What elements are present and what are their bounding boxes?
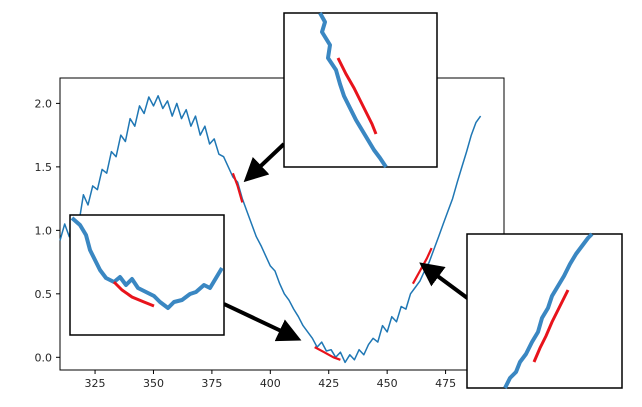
inset-left-red-segment [112, 280, 155, 308]
inset-top [283, 12, 438, 169]
x-tick-label: 450 [377, 377, 398, 390]
series-line-highlight-2 [314, 346, 341, 361]
x-tick-label: 425 [318, 377, 339, 390]
y-tick-label: 2.0 [35, 97, 53, 110]
inset-right-blue-curve [503, 232, 594, 389]
series-line-main [59, 95, 482, 364]
pointer-arrows [223, 142, 472, 342]
inset-left [69, 214, 225, 336]
arrow-to-bottom-highlight [223, 302, 302, 342]
x-tick-label: 375 [201, 377, 222, 390]
inset-right [466, 232, 623, 389]
inset-left-frame [69, 214, 225, 336]
inset-top-frame [283, 12, 438, 168]
y-tick-label: 0.5 [35, 288, 53, 301]
y-tick-label: 1.0 [35, 224, 53, 237]
x-tick-label: 400 [260, 377, 281, 390]
arrow-to-right-highlight [419, 262, 472, 302]
x-tick-label: 325 [85, 377, 106, 390]
inset-right-frame [466, 233, 623, 389]
inset-left-blue-curve [70, 216, 224, 310]
inset-top-red-segment [336, 57, 378, 135]
series-line-highlight-1 [231, 172, 244, 203]
inset-top-blue-curve [318, 12, 388, 169]
arrow-to-upper-highlight [243, 142, 286, 183]
y-tick-label: 0.0 [35, 351, 53, 364]
x-tick-label: 350 [143, 377, 164, 390]
inset-right-red-segment [532, 289, 570, 363]
x-tick-label: 475 [435, 377, 456, 390]
y-tick-label: 1.5 [35, 161, 53, 174]
ticks: 325 350 375 400 425 450 475 0.0 0.5 1.0 1.5 2.0 [35, 97, 457, 390]
series-group [59, 95, 482, 364]
